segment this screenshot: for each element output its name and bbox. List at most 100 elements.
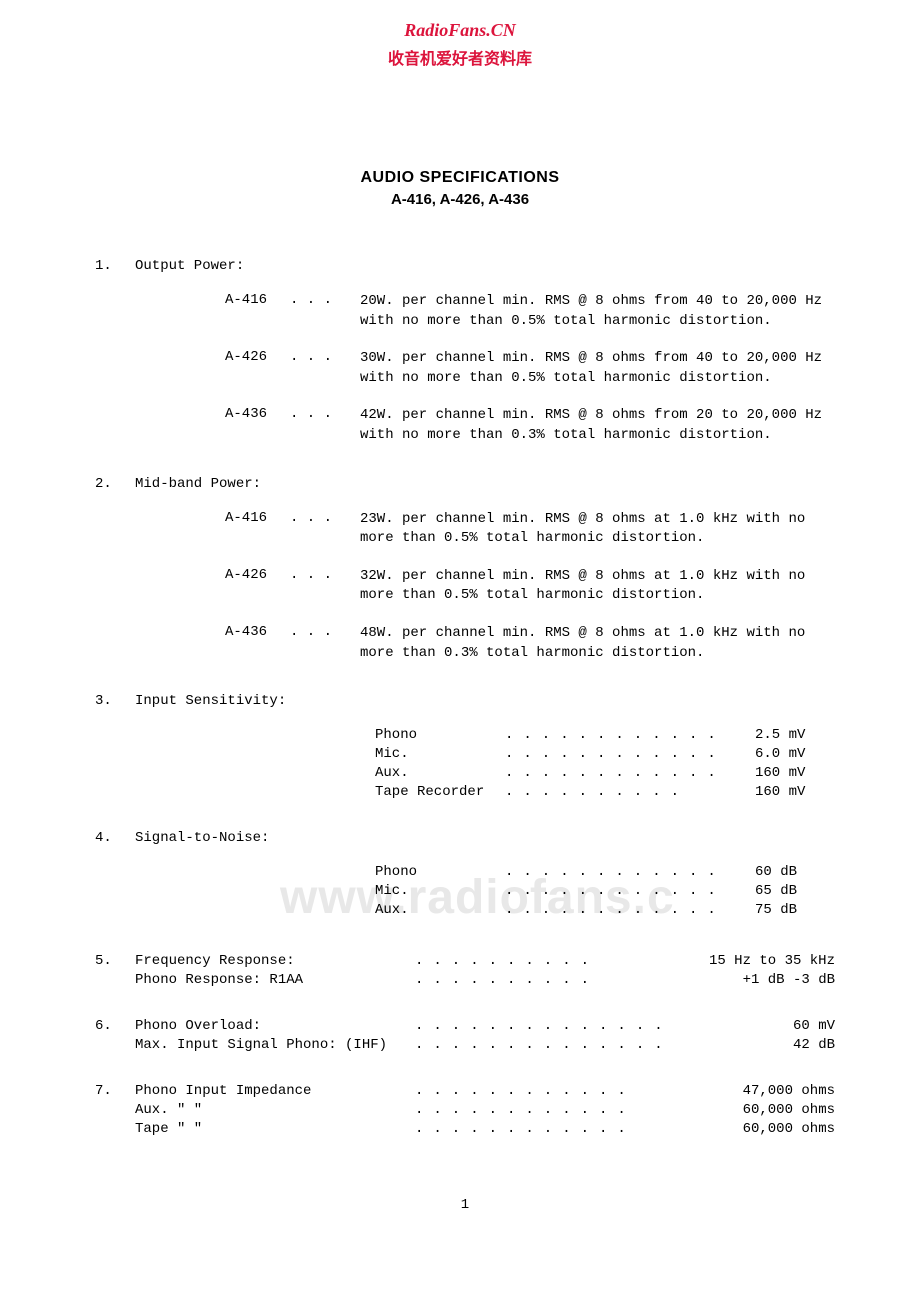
model-label: A-426 (225, 567, 290, 606)
spec-row: Phono Response: R1AA .......... +1 dB -3… (95, 972, 835, 988)
leader-dots: ............ (505, 765, 755, 781)
spec-row: Mic. ............ 65 dB (95, 883, 835, 899)
section-number (95, 1121, 135, 1137)
spec-row: A-426 . . . 30W. per channel min. RMS @ … (95, 349, 835, 388)
leader-dots: .......... (505, 784, 755, 800)
spec-row: 6. Phono Overload: .............. 60 mV (95, 1018, 835, 1034)
header-site-desc: 收音机爱好者资料库 (0, 45, 920, 69)
leader-dots: .......... (415, 972, 685, 988)
spec-row: Max. Input Signal Phono: (IHF) .........… (95, 1037, 835, 1053)
title-main: AUDIO SPECIFICATIONS (0, 169, 920, 187)
spec-row: Mic. ............ 6.0 mV (95, 746, 835, 762)
spec-label: Phono Response: R1AA (135, 972, 415, 988)
leader-dots: . . . (290, 624, 360, 663)
leader-dots: . . . (290, 292, 360, 331)
section-input-impedance: 7. Phono Input Impedance ............ 47… (95, 1083, 835, 1137)
spec-label: Aux. (375, 765, 505, 781)
spec-value: 60 dB (755, 864, 835, 880)
spec-label: Aux. (375, 902, 505, 918)
section-title: Output Power: (135, 258, 835, 274)
model-label: A-426 (225, 349, 290, 388)
page-header: RadioFans.CN 收音机爱好者资料库 (0, 0, 920, 79)
section-frequency-response: 5. Frequency Response: .......... 15 Hz … (95, 953, 835, 988)
spec-label: Aux. " " (135, 1102, 415, 1118)
spec-row: Tape " " ............ 60,000 ohms (95, 1121, 835, 1137)
spec-label: Phono (375, 864, 505, 880)
spec-row: Phono ............ 2.5 mV (95, 727, 835, 743)
document-title: AUDIO SPECIFICATIONS A-416, A-426, A-436 (0, 169, 920, 208)
spec-label: Phono (375, 727, 505, 743)
title-models: A-416, A-426, A-436 (0, 191, 920, 208)
spec-row: A-436 . . . 42W. per channel min. RMS @ … (95, 406, 835, 445)
spec-value: 60 mV (685, 1018, 835, 1034)
leader-dots: ............ (505, 883, 755, 899)
section-number: 3. (95, 693, 135, 709)
spec-value: 160 mV (755, 765, 835, 781)
spec-row: Phono ............ 60 dB (95, 864, 835, 880)
leader-dots: .............. (415, 1018, 685, 1034)
spec-label: Tape Recorder (375, 784, 505, 800)
model-label: A-416 (225, 510, 290, 549)
spec-value: 160 mV (755, 784, 835, 800)
leader-dots: .............. (415, 1037, 685, 1053)
spec-label: Frequency Response: (135, 953, 415, 969)
spec-label: Max. Input Signal Phono: (IHF) (135, 1037, 415, 1053)
model-label: A-416 (225, 292, 290, 331)
section-number (95, 1102, 135, 1118)
section-signal-to-noise: 4. Signal-to-Noise: Phono ............ 6… (95, 830, 835, 918)
section-number: 5. (95, 953, 135, 969)
spec-row: A-426 . . . 32W. per channel min. RMS @ … (95, 567, 835, 606)
spec-row: A-416 . . . 23W. per channel min. RMS @ … (95, 510, 835, 549)
leader-dots: . . . (290, 567, 360, 606)
spec-row: Aux. ............ 75 dB (95, 902, 835, 918)
spec-label: Phono Input Impedance (135, 1083, 415, 1099)
spec-row: Tape Recorder .......... 160 mV (95, 784, 835, 800)
leader-dots: ............ (415, 1083, 685, 1099)
spec-row: Aux. " " ............ 60,000 ohms (95, 1102, 835, 1118)
leader-dots: ............ (505, 746, 755, 762)
section-number (95, 972, 135, 988)
page-number: 1 (95, 1197, 835, 1213)
section-title: Mid-band Power: (135, 476, 835, 492)
spec-value: +1 dB -3 dB (685, 972, 835, 988)
spec-label: Mic. (375, 883, 505, 899)
leader-dots: ............ (505, 902, 755, 918)
header-site-name: RadioFans.CN (0, 20, 920, 41)
spec-description: 30W. per channel min. RMS @ 8 ohms from … (360, 349, 835, 388)
spec-description: 42W. per channel min. RMS @ 8 ohms from … (360, 406, 835, 445)
section-number: 6. (95, 1018, 135, 1034)
spec-value: 60,000 ohms (685, 1121, 835, 1137)
leader-dots: . . . (290, 510, 360, 549)
spec-label: Tape " " (135, 1121, 415, 1137)
section-midband-power: 2. Mid-band Power: A-416 . . . 23W. per … (95, 476, 835, 664)
spec-value: 2.5 mV (755, 727, 835, 743)
spec-row: 5. Frequency Response: .......... 15 Hz … (95, 953, 835, 969)
leader-dots: . . . (290, 406, 360, 445)
spec-value: 65 dB (755, 883, 835, 899)
leader-dots: ............ (505, 864, 755, 880)
leader-dots: . . . (290, 349, 360, 388)
spec-label: Phono Overload: (135, 1018, 415, 1034)
spec-row: 7. Phono Input Impedance ............ 47… (95, 1083, 835, 1099)
leader-dots: ............ (505, 727, 755, 743)
spec-row: A-436 . . . 48W. per channel min. RMS @ … (95, 624, 835, 663)
section-number: 7. (95, 1083, 135, 1099)
section-title: Signal-to-Noise: (135, 830, 835, 846)
section-number: 2. (95, 476, 135, 492)
spec-value: 6.0 mV (755, 746, 835, 762)
section-number: 4. (95, 830, 135, 846)
leader-dots: .......... (415, 953, 685, 969)
section-title: Input Sensitivity: (135, 693, 835, 709)
section-number: 1. (95, 258, 135, 274)
spec-label: Mic. (375, 746, 505, 762)
spec-value: 47,000 ohms (685, 1083, 835, 1099)
document-body: 1. Output Power: A-416 . . . 20W. per ch… (0, 258, 920, 1213)
section-phono-overload: 6. Phono Overload: .............. 60 mV … (95, 1018, 835, 1053)
spec-row: Aux. ............ 160 mV (95, 765, 835, 781)
leader-dots: ............ (415, 1121, 685, 1137)
leader-dots: ............ (415, 1102, 685, 1118)
model-label: A-436 (225, 406, 290, 445)
spec-value: 15 Hz to 35 kHz (685, 953, 835, 969)
spec-value: 60,000 ohms (685, 1102, 835, 1118)
model-label: A-436 (225, 624, 290, 663)
